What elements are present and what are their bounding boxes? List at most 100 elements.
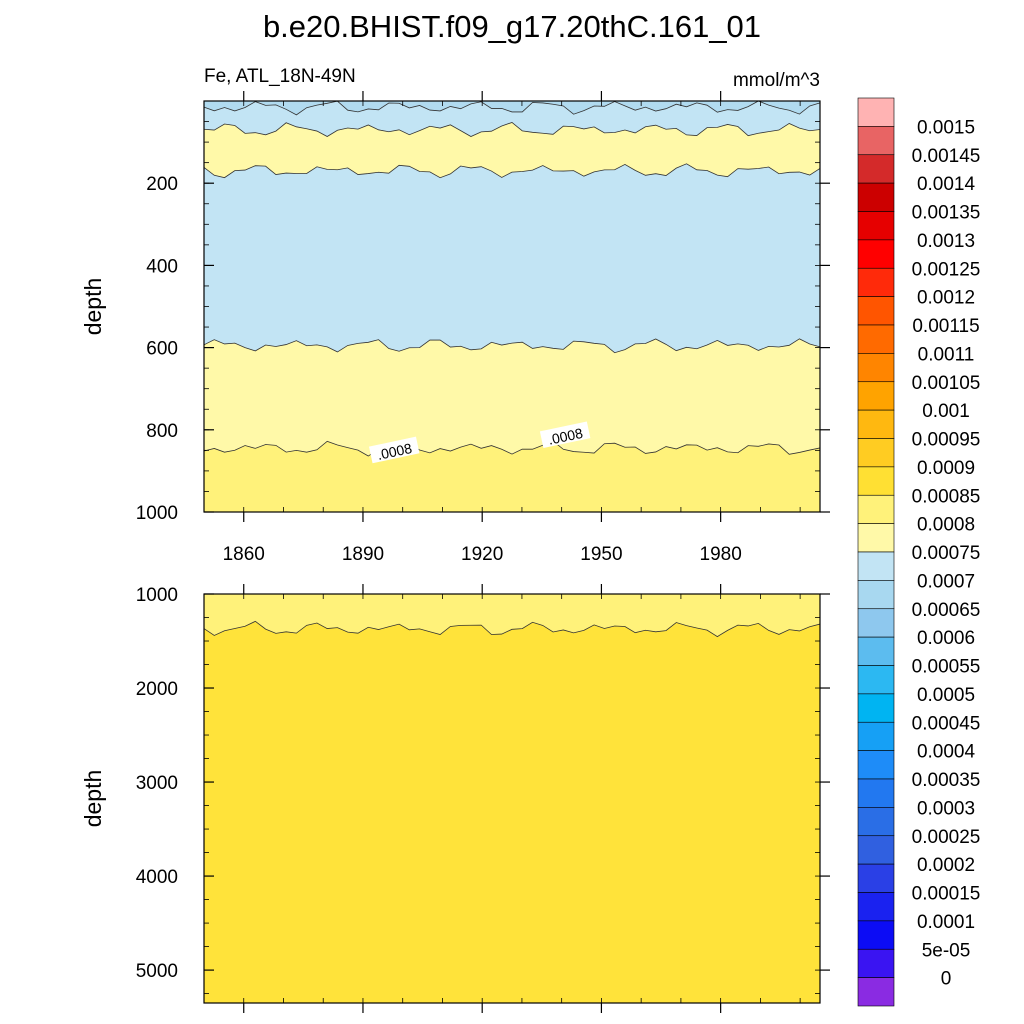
colorbar-swatch xyxy=(857,750,895,780)
contour-label-text: .0008 xyxy=(376,440,414,463)
colorbar-label: 0.0013 xyxy=(917,231,975,252)
colorbar-swatch xyxy=(857,835,895,865)
contour-label-bg xyxy=(539,421,591,449)
colorbar-swatch xyxy=(857,182,895,212)
colorbar-swatch xyxy=(857,154,895,184)
colorbar: 0.0015 0.00145 0.0014 0.00135 0.0013 0.00125 0… xyxy=(857,97,981,1007)
upper-fill-layer-2 xyxy=(204,122,820,178)
upper-contour-line-2 xyxy=(203,163,821,179)
colorbar-label: 5e-05 xyxy=(922,940,971,961)
upper-y-axis-label: depth xyxy=(80,278,106,336)
colorbar-swatch xyxy=(857,466,895,496)
colorbar-swatch xyxy=(857,494,895,524)
colorbar-swatch xyxy=(857,438,895,468)
lower-contour-line-0 xyxy=(203,620,821,638)
variable-region-label: Fe, ATL_18N-49N xyxy=(204,66,356,87)
lower-fill-layer-1 xyxy=(204,621,820,1003)
colorbar-label: 0.0002 xyxy=(917,855,975,876)
colorbar-label: 0.00115 xyxy=(912,316,979,337)
colorbar-label: 0.00045 xyxy=(912,713,981,734)
lower-depth-panel: 1000 2000 3000 4000 5000 depth xyxy=(80,584,830,1013)
upper-fill-layer-0 xyxy=(204,101,820,115)
colorbar-label: 0.0011 xyxy=(918,344,975,365)
upper-fill-layer-3 xyxy=(204,163,820,353)
colorbar-swatch xyxy=(857,608,895,638)
lower-y-axis-label: depth xyxy=(80,770,106,828)
colorbar-swatch xyxy=(857,580,895,610)
upper-y-tick-label: 400 xyxy=(146,256,178,277)
colorbar-swatch xyxy=(857,211,895,241)
colorbar-swatch xyxy=(857,551,895,581)
lower-plot-frame xyxy=(203,593,821,1004)
upper-x-tick-label: 1860 xyxy=(223,544,265,565)
upper-y-tick-label: 600 xyxy=(146,339,178,360)
upper-contour-line-3 xyxy=(203,338,821,354)
colorbar-swatch xyxy=(857,721,895,751)
colorbar-label: 0.0004 xyxy=(917,742,976,763)
colorbar-label: 0.00075 xyxy=(912,543,981,564)
colorbar-label: 0.0012 xyxy=(917,288,975,309)
upper-x-tick-label: 1980 xyxy=(700,544,742,565)
colorbar-label: 0.0003 xyxy=(917,798,975,819)
colorbar-label: 0.0014 xyxy=(917,174,976,195)
colorbar-label: 0.00015 xyxy=(912,884,981,905)
colorbar-label: 0.0005 xyxy=(917,685,975,706)
lower-fill-layer-0 xyxy=(204,594,820,637)
colorbar-swatch xyxy=(857,920,895,950)
colorbar-swatch xyxy=(857,239,895,269)
colorbar-label: 0.00085 xyxy=(912,486,981,507)
upper-y-tick-label: 200 xyxy=(146,174,178,195)
colorbar-label: 0 xyxy=(941,969,952,990)
colorbar-swatch xyxy=(857,892,895,922)
upper-fill-layer-1 xyxy=(204,101,820,137)
upper-x-tick-label: 1920 xyxy=(461,544,503,565)
upper-contour-label: .0008 xyxy=(368,436,420,464)
lower-y-tick-label: 5000 xyxy=(136,961,178,982)
colorbar-label: 0.00125 xyxy=(912,259,981,280)
colorbar-swatch xyxy=(857,126,895,156)
colorbar-swatch xyxy=(857,807,895,837)
upper-fill-layer-4 xyxy=(204,338,820,457)
upper-y-tick-label: 800 xyxy=(146,421,178,442)
colorbar-label: 0.00055 xyxy=(912,657,981,678)
colorbar-swatch xyxy=(857,97,895,127)
colorbar-swatch xyxy=(857,523,895,553)
colorbar-swatch xyxy=(857,778,895,808)
colorbar-swatch xyxy=(857,693,895,723)
lower-y-tick-label: 3000 xyxy=(136,773,178,794)
contour-label-bg xyxy=(368,436,420,464)
contour-label-text: .0008 xyxy=(547,425,585,448)
colorbar-label: 0.00025 xyxy=(912,827,981,848)
upper-fill-layer-5 xyxy=(204,441,820,512)
colorbar-label: 0.00145 xyxy=(912,146,981,167)
colorbar-label: 0.0001 xyxy=(917,912,975,933)
upper-contour-line-4 xyxy=(203,440,821,457)
units-label: mmol/m^3 xyxy=(733,70,820,91)
colorbar-swatch xyxy=(857,381,895,411)
colorbar-swatch xyxy=(857,353,895,383)
colorbar-label: 0.0007 xyxy=(917,571,975,592)
colorbar-label: 0.00095 xyxy=(912,430,981,451)
upper-contour-line-0 xyxy=(203,100,821,116)
lower-y-tick-label: 2000 xyxy=(136,679,178,700)
upper-y-tick-label: 1000 xyxy=(136,503,178,524)
colorbar-swatch xyxy=(857,267,895,297)
colorbar-label: 0.00105 xyxy=(912,373,981,394)
upper-x-tick-label: 1890 xyxy=(342,544,384,565)
colorbar-label: 0.001 xyxy=(922,401,970,422)
colorbar-label: 0.0008 xyxy=(917,515,975,536)
colorbar-swatch xyxy=(857,409,895,439)
upper-contour-label: .0008 xyxy=(539,421,591,449)
colorbar-label: 0.00135 xyxy=(912,203,981,224)
colorbar-label: 0.0015 xyxy=(917,117,975,138)
colorbar-label: 0.0009 xyxy=(917,458,975,479)
upper-depth-panel: 200 400 600 800 1000 1860 1890 1920 1950 1980 dept… xyxy=(80,91,830,565)
colorbar-swatch xyxy=(857,665,895,695)
colorbar-label: 0.00035 xyxy=(912,770,981,791)
lower-y-tick-label: 1000 xyxy=(136,585,178,606)
colorbar-swatch xyxy=(857,977,895,1007)
colorbar-swatch xyxy=(857,296,895,326)
upper-x-tick-label: 1950 xyxy=(580,544,622,565)
colorbar-swatch xyxy=(857,948,895,978)
